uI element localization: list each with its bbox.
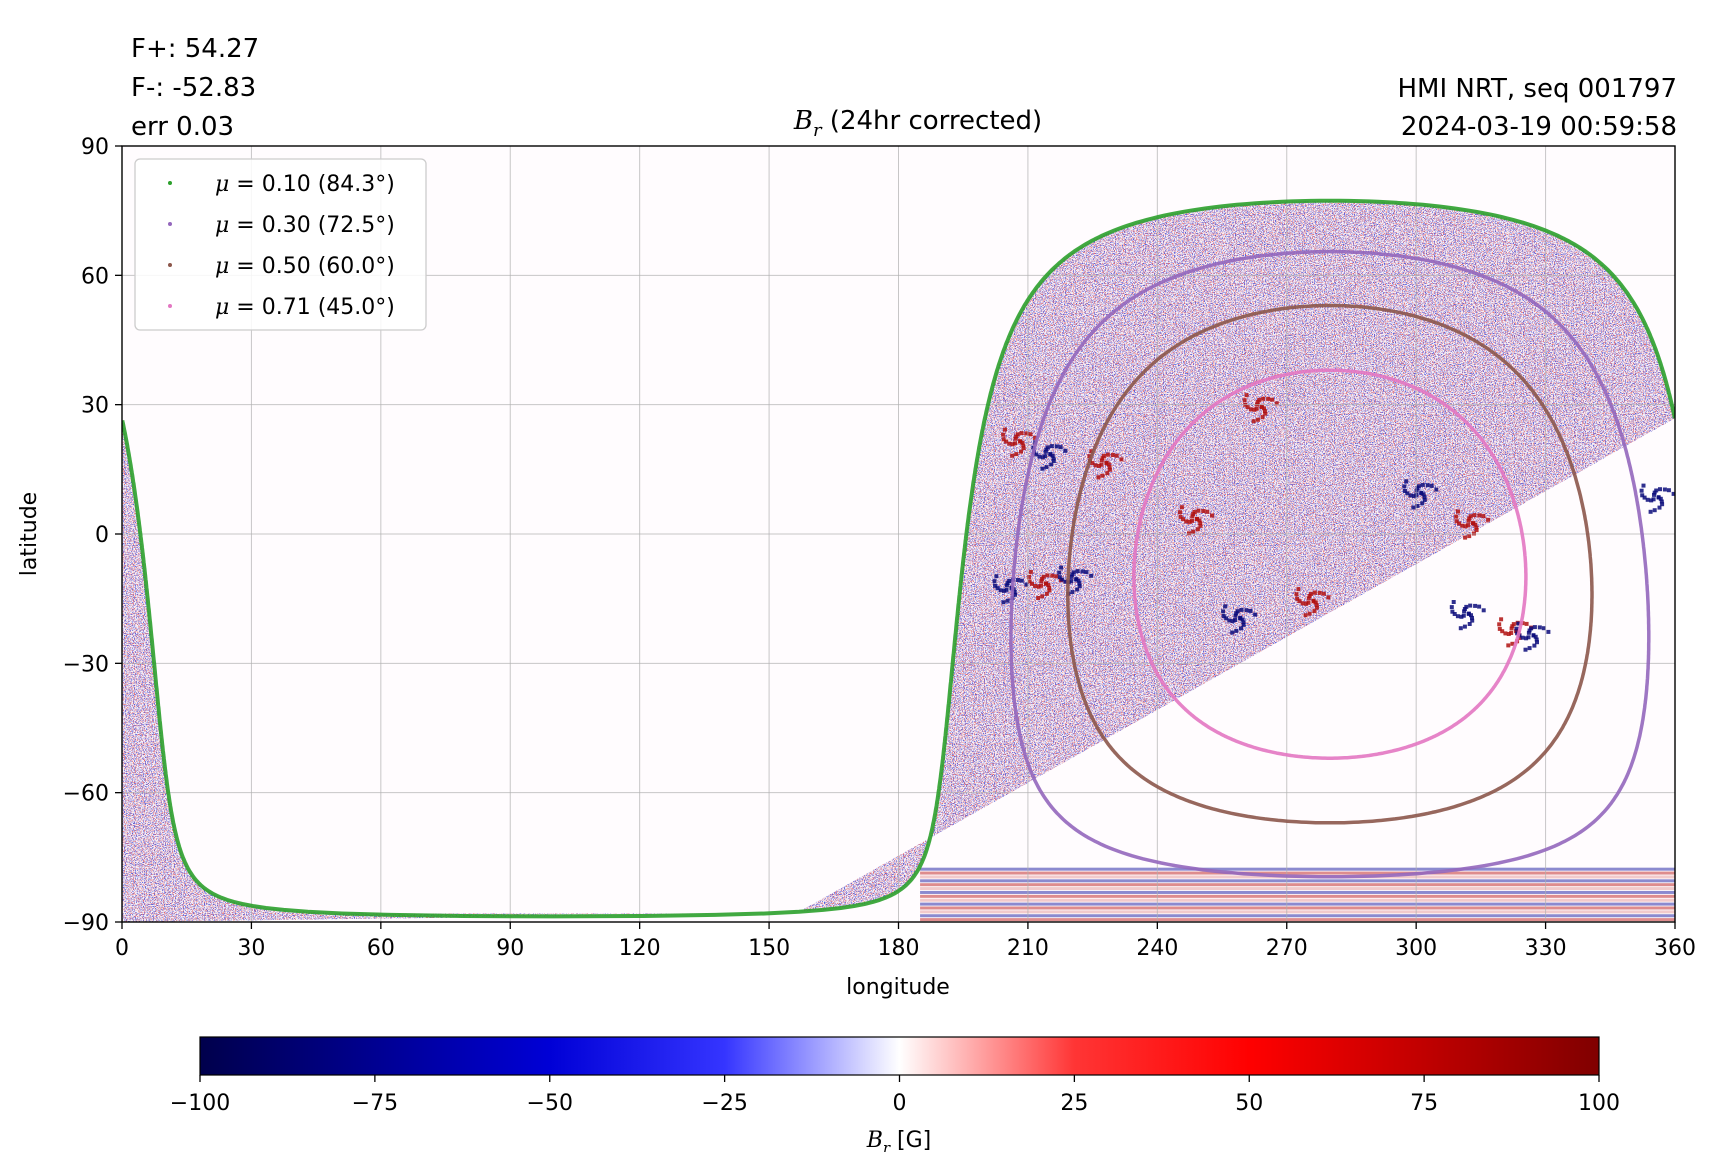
- polar-stripe: [920, 918, 1675, 922]
- colorbar-tick-label: −25: [701, 1091, 747, 1116]
- polar-stripe: [920, 902, 1675, 906]
- polar-stripe: [920, 898, 1675, 902]
- colorbar-tick-label: −50: [527, 1091, 573, 1116]
- source-text: HMI NRT, seq 001797: [1397, 74, 1677, 104]
- legend-marker: [168, 181, 172, 185]
- polar-stripe: [920, 883, 1675, 887]
- active-region: [1221, 604, 1258, 635]
- x-tick-label: 150: [748, 936, 790, 961]
- y-tick-label: −90: [63, 911, 109, 936]
- y-tick-label: 30: [81, 394, 109, 419]
- y-tick-label: 90: [81, 135, 109, 160]
- x-tick-label: 270: [1266, 936, 1308, 961]
- colorbar-tick-label: −75: [352, 1091, 398, 1116]
- x-tick-label: 90: [496, 936, 524, 961]
- legend-marker: [168, 222, 172, 226]
- x-tick-label: 0: [115, 936, 129, 961]
- legend-entry: μ = 0.50 (60.0°): [215, 254, 395, 279]
- mu-contour-0: [122, 198, 1675, 919]
- active-region: [1294, 587, 1331, 618]
- colorbar-tick-label: −100: [170, 1091, 230, 1116]
- colorbar-tick-label: 75: [1410, 1091, 1438, 1116]
- polar-stripe: [920, 887, 1675, 891]
- y-axis-label: latitude: [17, 492, 42, 576]
- mu-contour-3: [1132, 368, 1528, 760]
- y-tick-label: −60: [63, 782, 109, 807]
- x-axis-label: longitude: [846, 975, 950, 1000]
- active-region: [1001, 427, 1038, 458]
- active-region: [1242, 393, 1279, 424]
- mu-contour-1: [1009, 249, 1651, 879]
- chart-title: Br (24hr corrected): [793, 106, 1042, 141]
- active-region: [1449, 600, 1486, 631]
- legend-marker: [168, 263, 172, 267]
- y-tick-label: 60: [81, 264, 109, 289]
- active-region: [1639, 483, 1675, 514]
- x-tick-label: 330: [1525, 936, 1567, 961]
- y-tick-label: −30: [63, 652, 109, 677]
- y-tick-label: 0: [95, 523, 109, 548]
- x-tick-label: 180: [878, 936, 920, 961]
- active-region: [1057, 565, 1094, 596]
- polar-stripe: [920, 890, 1675, 894]
- x-tick-label: 300: [1395, 936, 1437, 961]
- flux-negative-text: F-: -52.83: [131, 73, 256, 103]
- x-tick-label: 240: [1136, 936, 1178, 961]
- x-tick-label: 210: [1007, 936, 1049, 961]
- axis-ticks: 0 30 60 90 120 150 180 210 240 270 300 330 360906030…: [63, 135, 1696, 961]
- legend-entry: μ = 0.71 (45.0°): [215, 295, 395, 320]
- x-tick-label: 120: [619, 936, 661, 961]
- colorbar-label: Br [G]: [866, 1128, 932, 1152]
- colorbar: [199, 1036, 1600, 1076]
- active-region: [1087, 449, 1124, 480]
- flux-positive-text: F+: 54.27: [131, 34, 259, 64]
- colorbar-tick-label: 50: [1235, 1091, 1263, 1116]
- polar-stripe: [920, 910, 1675, 914]
- polar-stripe: [920, 867, 1675, 871]
- mu-contours: [122, 198, 1675, 919]
- legend-marker: [168, 304, 172, 308]
- legend-entry: μ = 0.30 (72.5°): [215, 213, 395, 238]
- polar-stripe: [920, 906, 1675, 910]
- polar-stripe: [920, 914, 1675, 918]
- polar-stripe: [920, 894, 1675, 898]
- colorbar-tick-label: 0: [893, 1091, 907, 1116]
- mu-contour-2: [1066, 303, 1594, 825]
- legend-box: [134, 158, 427, 331]
- polar-stripe: [920, 871, 1675, 875]
- x-tick-label: 60: [367, 936, 395, 961]
- x-tick-label: 30: [237, 936, 265, 961]
- polar-stripe: [920, 879, 1675, 883]
- timestamp-text: 2024-03-19 00:59:58: [1401, 112, 1677, 142]
- colorbar-tick-label: 100: [1578, 1091, 1620, 1116]
- x-tick-label: 360: [1654, 936, 1696, 961]
- legend-entry: μ = 0.10 (84.3°): [215, 172, 395, 197]
- colorbar-ticks: −100 −75 −50 −25 0 25 50 75 100: [170, 1075, 1620, 1116]
- legend: μ = 0.10 (84.3°) μ = 0.30 (72.5°) μ = 0.50…: [134, 158, 427, 331]
- colorbar-tick-label: 25: [1060, 1091, 1088, 1116]
- error-text: err 0.03: [131, 112, 234, 142]
- active-region: [1178, 505, 1214, 536]
